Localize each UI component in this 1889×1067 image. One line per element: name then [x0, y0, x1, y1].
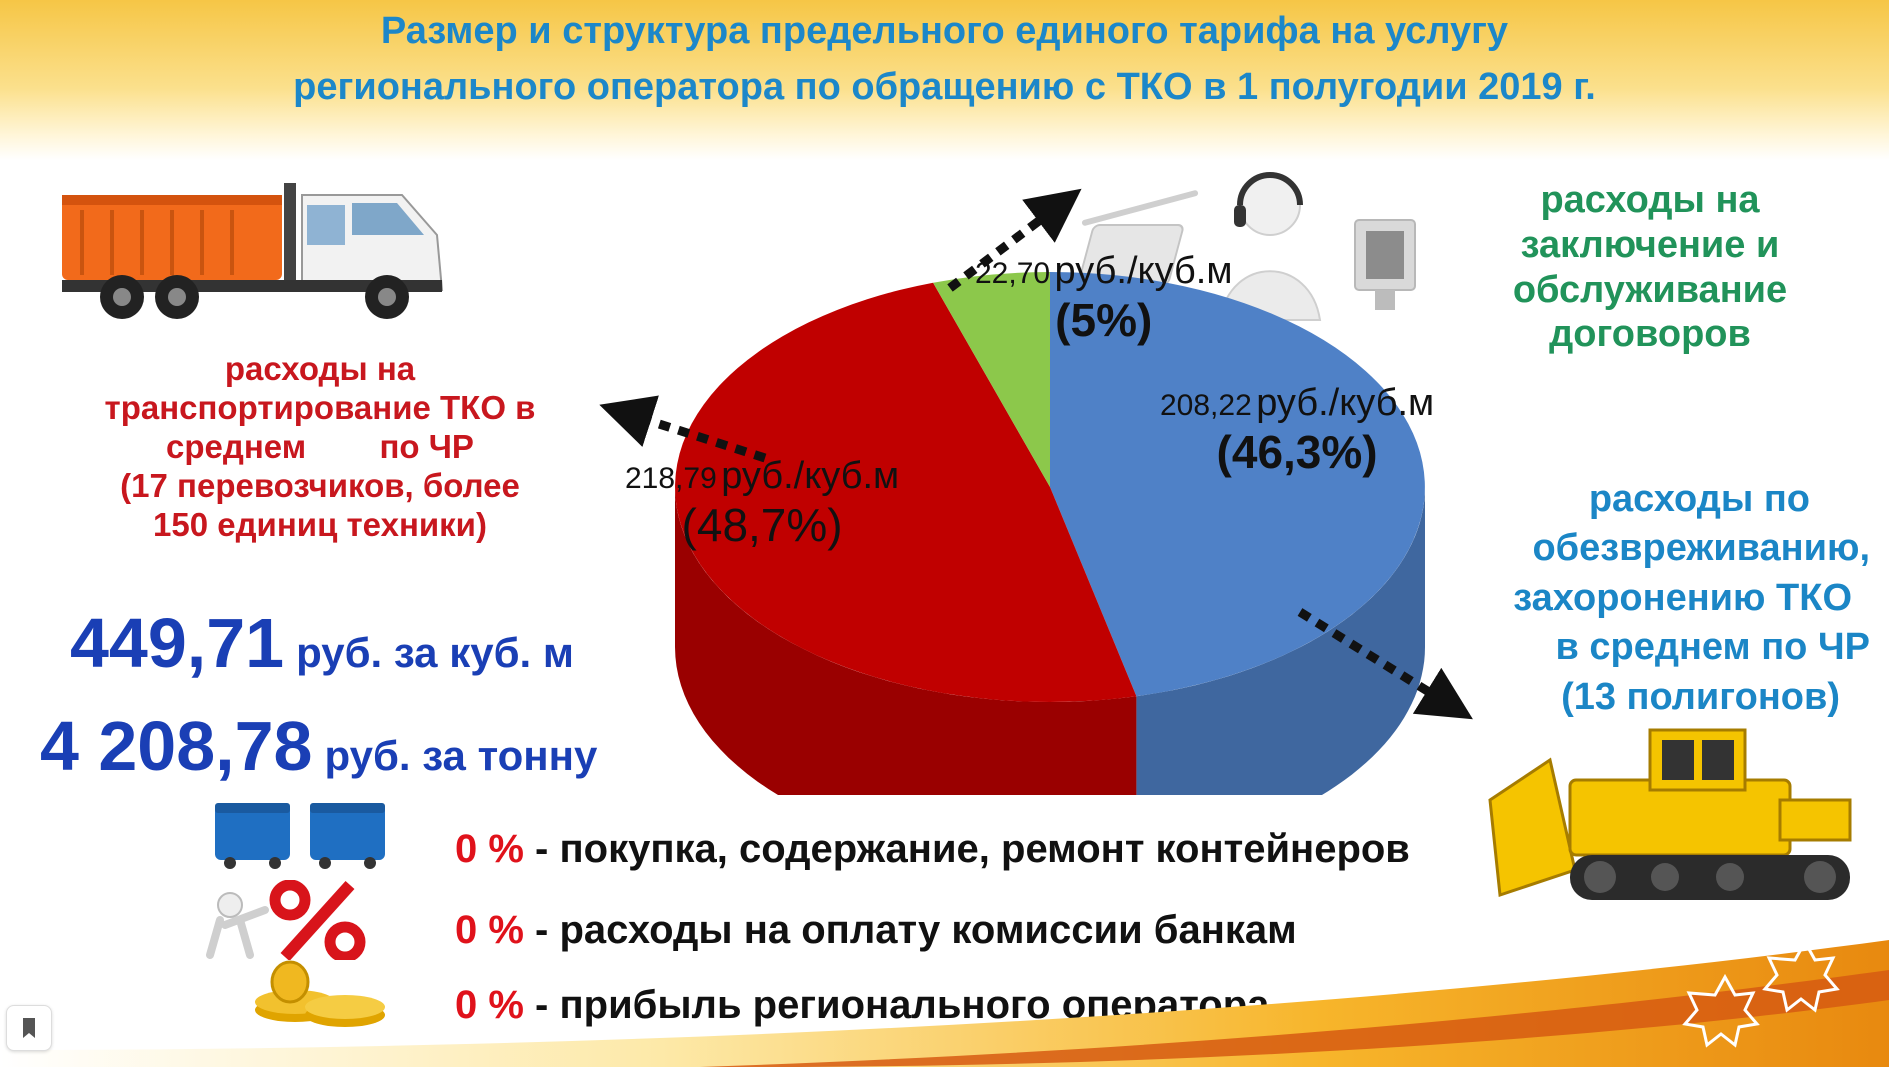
zero-item-text: - покупка, содержание, ремонт контейнеро…	[523, 827, 1410, 871]
zero-item-percent: 0 %	[455, 983, 524, 1027]
bulldozer-icon	[1488, 728, 1852, 900]
pie-value-contracts: 22,70	[975, 257, 1051, 290]
caption-contracts-line: обслуживание	[1512, 268, 1788, 311]
pie-chart	[675, 272, 1425, 795]
pie-slice-contracts	[933, 272, 1050, 487]
total-per-cubic: 449,71 руб. за куб. м	[70, 603, 574, 683]
coins-icon	[255, 960, 385, 1027]
caption-transport-line: (17 перевозчиков, более	[120, 466, 520, 504]
total-per-ton-unit: руб. за тонну	[324, 732, 598, 779]
pie-percent-transport: (48,7%)	[681, 499, 843, 551]
caption-transport: расходы на транспортирование ТКО в средн…	[50, 350, 590, 545]
caption-disposal-line: (13 полигонов)	[1561, 675, 1840, 718]
pie-percent-contracts: (5%)	[1055, 294, 1153, 346]
pie-slice-transport-side	[675, 487, 1137, 795]
total-per-ton: 4 208,78 руб. за тонну	[40, 706, 597, 786]
pie-value-disposal: 208,22	[1160, 389, 1252, 422]
caption-contracts-line: расходы на	[1540, 179, 1760, 221]
total-per-cubic-value: 449,71	[70, 604, 285, 682]
zero-item-bank-fees: 0 % - расходы на оплату комиссии банкам	[455, 908, 1297, 953]
bookmark-icon	[23, 1018, 35, 1038]
caption-transport-line: расходы на	[224, 350, 416, 387]
header-band	[0, 0, 1889, 160]
caption-contracts-line: заключение и	[1520, 223, 1780, 266]
caption-transport-line: 150 единиц техники)	[153, 505, 487, 543]
total-per-ton-value: 4 208,78	[40, 707, 313, 785]
bookmark-button[interactable]	[6, 1005, 52, 1051]
pie-depth-layer	[675, 487, 1425, 795]
zero-item-text: - расходы на оплату комиссии банкам	[523, 908, 1297, 952]
caption-contracts-line: договоров	[1549, 313, 1751, 356]
pie-label-disposal: 208,22 руб./куб.м (46,3%)	[1160, 382, 1434, 479]
caption-disposal-line: расходы по	[1588, 478, 1810, 520]
ornament-star-icon	[1762, 938, 1840, 1013]
caption-disposal-line: обезвреживанию,	[1532, 527, 1870, 570]
zero-item-percent: 0 %	[455, 827, 524, 871]
ornament-star-icon	[1682, 973, 1760, 1048]
page-title-line-1: Размер и структура предельного единого т…	[380, 10, 1509, 52]
pie-unit-transport: руб./куб.м	[721, 455, 900, 497]
container-icon	[215, 803, 385, 869]
caption-disposal-line: захоронению ТКО	[1513, 576, 1852, 619]
page-title-line-2: регионального оператора по обращению с Т…	[293, 66, 1596, 108]
zero-item-percent: 0 %	[455, 908, 524, 952]
caption-disposal-line: в среднем по ЧР	[1555, 626, 1870, 669]
percent-icon	[206, 880, 366, 960]
bottom-decor-band	[0, 938, 1889, 1067]
pie-slice-disposal	[1050, 272, 1425, 697]
pie-label-contracts: 22,70 руб./куб.м (5%)	[975, 250, 1232, 347]
pie-slice-transport	[675, 282, 1137, 702]
garbage-truck-icon	[62, 183, 444, 319]
caption-disposal: расходы по обезвреживанию, захоронению Т…	[1450, 475, 1870, 722]
caption-transport-line: среднем по ЧР	[166, 427, 474, 465]
call-center-icon	[1078, 172, 1416, 321]
pie-label-transport: 218,79 руб./куб.м (48,7%)	[625, 455, 899, 552]
pie-top-layer	[675, 272, 1425, 702]
zero-item-containers: 0 % - покупка, содержание, ремонт контей…	[455, 827, 1410, 872]
total-per-cubic-unit: руб. за куб. м	[296, 629, 574, 676]
pie-unit-disposal: руб./куб.м	[1256, 382, 1435, 424]
pie-slice-disposal-side	[1136, 487, 1425, 795]
caption-contracts: расходы на заключение и обслуживание дог…	[1470, 178, 1830, 357]
caption-transport-line: транспортирование ТКО в	[104, 388, 536, 426]
pie-percent-disposal: (46,3%)	[1216, 426, 1378, 478]
pie-value-transport: 218,79	[625, 462, 717, 495]
pie-unit-contracts: руб./куб.м	[1054, 250, 1233, 292]
